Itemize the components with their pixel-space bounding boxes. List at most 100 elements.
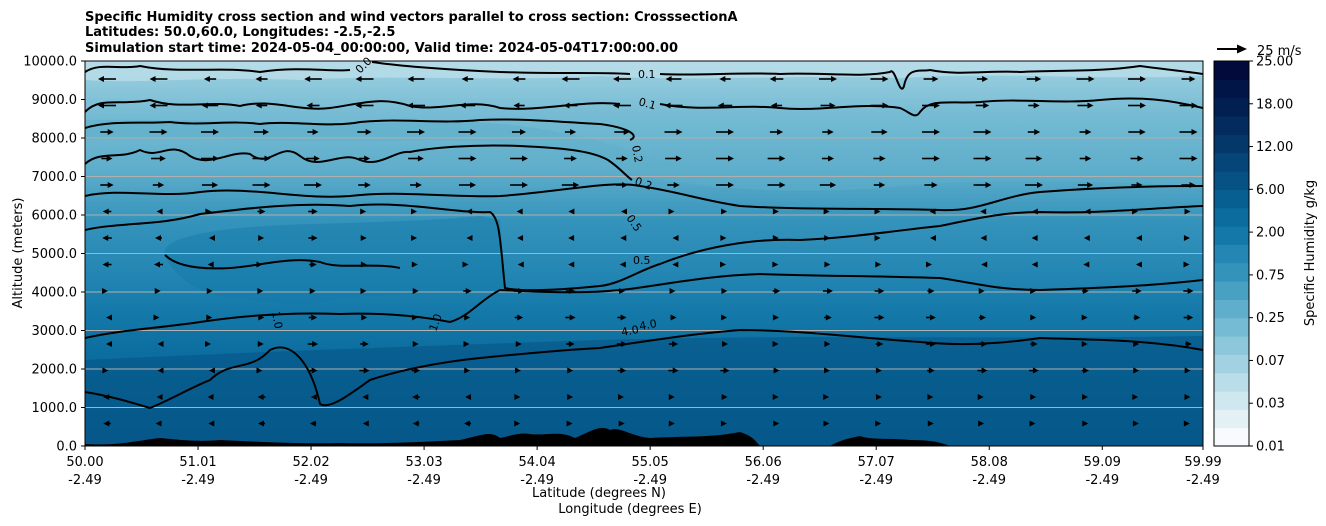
wind-vector-arrow-icon bbox=[1079, 155, 1092, 162]
colorbar-band bbox=[1214, 372, 1249, 392]
wind-key: 25 m/s bbox=[1217, 44, 1302, 59]
wind-vector-arrow-icon bbox=[772, 235, 779, 241]
wind-vector-arrow-icon bbox=[308, 367, 318, 374]
wind-vector-arrow-icon bbox=[926, 314, 936, 321]
y-tick-label: 1000.0 bbox=[32, 401, 78, 416]
contour-label: 4.0 bbox=[638, 317, 657, 333]
wind-vector-arrow-icon bbox=[408, 155, 424, 162]
wind-vector-arrow-icon bbox=[616, 341, 628, 347]
wind-vector-arrow-icon bbox=[568, 235, 575, 241]
wind-vector-arrow-icon bbox=[1184, 208, 1191, 215]
wind-vector-arrow-icon bbox=[106, 341, 112, 347]
y-axis-label: Altitude (meters) bbox=[11, 198, 26, 309]
wind-vector-arrow-icon bbox=[209, 367, 215, 374]
wind-vector-arrow-icon bbox=[772, 261, 779, 268]
wind-vector-arrow-icon bbox=[978, 420, 985, 427]
wind-vector-arrow-icon bbox=[561, 182, 580, 188]
wind-vector-arrow-icon bbox=[407, 102, 425, 109]
wind-vector-arrow-icon bbox=[875, 367, 882, 374]
wind-vector-arrow-icon bbox=[257, 394, 266, 400]
wind-vector-arrow-icon bbox=[824, 367, 831, 374]
wind-vector-arrow-icon bbox=[151, 155, 166, 162]
colorbar-tick-label: 0.01 bbox=[1256, 440, 1285, 455]
colorbar-tick-label: 18.00 bbox=[1256, 97, 1293, 112]
wind-vector-arrow-icon bbox=[511, 129, 527, 135]
wind-vector-arrow-icon bbox=[1184, 367, 1191, 374]
wind-vector-arrow-icon bbox=[1132, 420, 1139, 427]
wind-vector-arrow-icon bbox=[721, 394, 728, 400]
wind-vector-arrow-icon bbox=[619, 261, 626, 268]
wind-vector-arrow-icon bbox=[568, 261, 575, 268]
wind-vector-arrow-icon bbox=[926, 261, 932, 268]
wind-vector-arrow-icon bbox=[360, 235, 367, 241]
wind-vector-arrow-icon bbox=[721, 288, 728, 294]
wind-vector-arrow-icon bbox=[874, 288, 885, 294]
wind-vector-arrow-icon bbox=[565, 314, 576, 321]
wind-vector-arrow-icon bbox=[1025, 182, 1043, 188]
wind-vector-arrow-icon bbox=[1184, 394, 1191, 400]
chart-title-line-3: Simulation start time: 2024-05-04_00:00:… bbox=[85, 41, 678, 56]
wind-vector-arrow-icon bbox=[1128, 129, 1146, 135]
y-tick-label: 10000.0 bbox=[23, 55, 77, 70]
colorbar-band bbox=[1214, 61, 1249, 80]
wind-vector-arrow-icon bbox=[978, 288, 985, 294]
y-axis: 0.0 1000.0 2000.0 3000.0 4000.0 5000.0 6000.0 7… bbox=[23, 55, 85, 455]
wind-vector-arrow-icon bbox=[360, 288, 367, 294]
wind-vector-arrow-icon bbox=[1130, 155, 1144, 162]
contour-line-0.0 bbox=[85, 61, 1203, 90]
wind-vector-arrow-icon bbox=[567, 367, 574, 374]
wind-vector-arrow-icon bbox=[616, 155, 628, 162]
wind-vector-arrow-icon bbox=[257, 420, 266, 427]
wind-vector-arrow-icon bbox=[201, 129, 219, 135]
wind-vector-arrow-icon bbox=[361, 314, 368, 321]
wind-vector-arrow-icon bbox=[102, 208, 112, 215]
wind-vector-arrow-icon bbox=[1179, 155, 1198, 162]
wind-vector-arrow-icon bbox=[411, 367, 421, 374]
wind-vector-arrow-icon bbox=[980, 208, 987, 215]
wind-vector-arrow-icon bbox=[463, 288, 472, 294]
wind-vector-arrow-icon bbox=[306, 102, 320, 109]
wind-vector-arrow-icon bbox=[1183, 314, 1194, 321]
wind-vector-arrow-icon bbox=[616, 182, 628, 188]
wind-vector-arrow-icon bbox=[716, 182, 734, 188]
wind-vector-arrow-icon bbox=[252, 182, 271, 188]
wind-vector-arrow-icon bbox=[824, 314, 832, 321]
wind-vector-arrow-icon bbox=[206, 314, 213, 321]
wind-vector-arrow-icon bbox=[155, 235, 162, 241]
wind-vector-arrow-icon bbox=[924, 182, 938, 188]
wind-vector-arrow-icon bbox=[357, 129, 372, 135]
wind-vector-arrow-icon bbox=[360, 341, 369, 347]
wind-vector-arrow-icon bbox=[152, 182, 165, 188]
wind-vector-arrow-icon bbox=[309, 261, 317, 268]
wind-vector-arrow-icon bbox=[1185, 341, 1192, 347]
x-tick-label-lat: 51.01 bbox=[179, 455, 216, 470]
wind-vector-arrow-icon bbox=[466, 208, 473, 215]
wind-vector-arrow-icon bbox=[102, 235, 112, 241]
wind-vector-arrow-icon bbox=[98, 102, 116, 109]
wind-vector-arrow-icon bbox=[411, 261, 418, 268]
wind-vector-arrow-icon bbox=[514, 394, 521, 400]
wind-vector-arrow-icon bbox=[721, 341, 729, 347]
wind-vector-arrow-icon bbox=[207, 261, 214, 268]
x-tick-label-lat: 59.09 bbox=[1084, 455, 1121, 470]
wind-vector-arrow-icon bbox=[1082, 394, 1089, 400]
wind-vector-arrow-icon bbox=[614, 129, 630, 135]
wind-vector-arrow-icon bbox=[464, 314, 471, 321]
colorbar-tick-label: 2.00 bbox=[1256, 226, 1285, 241]
wind-vector-arrow-icon bbox=[461, 76, 474, 82]
colorbar-band bbox=[1214, 354, 1249, 374]
contour-line-1.0 bbox=[85, 254, 1203, 339]
wind-vector-arrow-icon bbox=[720, 420, 727, 427]
wind-vector-arrow-icon bbox=[927, 394, 934, 400]
wind-vector-arrow-icon bbox=[1133, 367, 1140, 374]
wind-vector-arrow-icon bbox=[514, 314, 524, 321]
wind-vector-arrow-icon bbox=[668, 341, 679, 347]
wind-vector-arrow-icon bbox=[1031, 235, 1038, 241]
wind-vector-arrow-icon bbox=[977, 394, 984, 400]
wind-vector-arrow-icon bbox=[1076, 76, 1095, 82]
wind-vector-arrow-icon bbox=[720, 367, 730, 374]
wind-vector-arrow-icon bbox=[922, 155, 940, 162]
wind-vector-arrow-icon bbox=[464, 367, 471, 374]
wind-vector-arrow-icon bbox=[362, 420, 369, 427]
wind-vector-arrow-icon bbox=[149, 102, 168, 109]
